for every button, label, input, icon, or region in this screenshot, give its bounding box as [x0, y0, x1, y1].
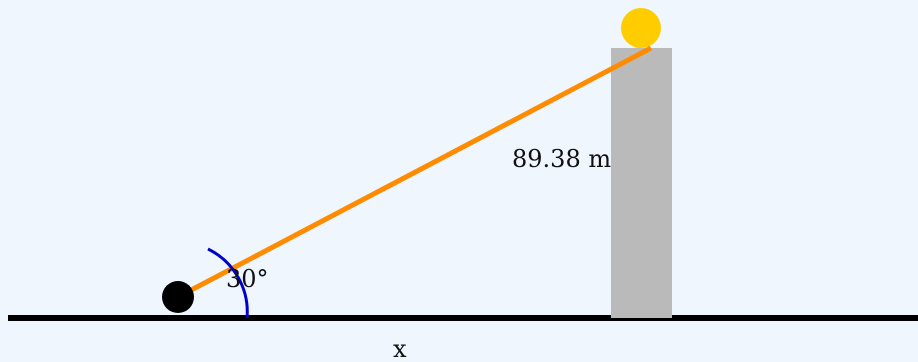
hypotenuse-label: 89.38 m — [512, 145, 611, 173]
angle-arc — [207, 247, 249, 319]
angle-label: 30° — [226, 265, 269, 293]
line-of-sight — [176, 45, 653, 300]
base-label: x — [393, 335, 407, 362]
building — [611, 48, 672, 318]
observer-point — [162, 281, 194, 313]
sun-icon — [621, 8, 661, 48]
